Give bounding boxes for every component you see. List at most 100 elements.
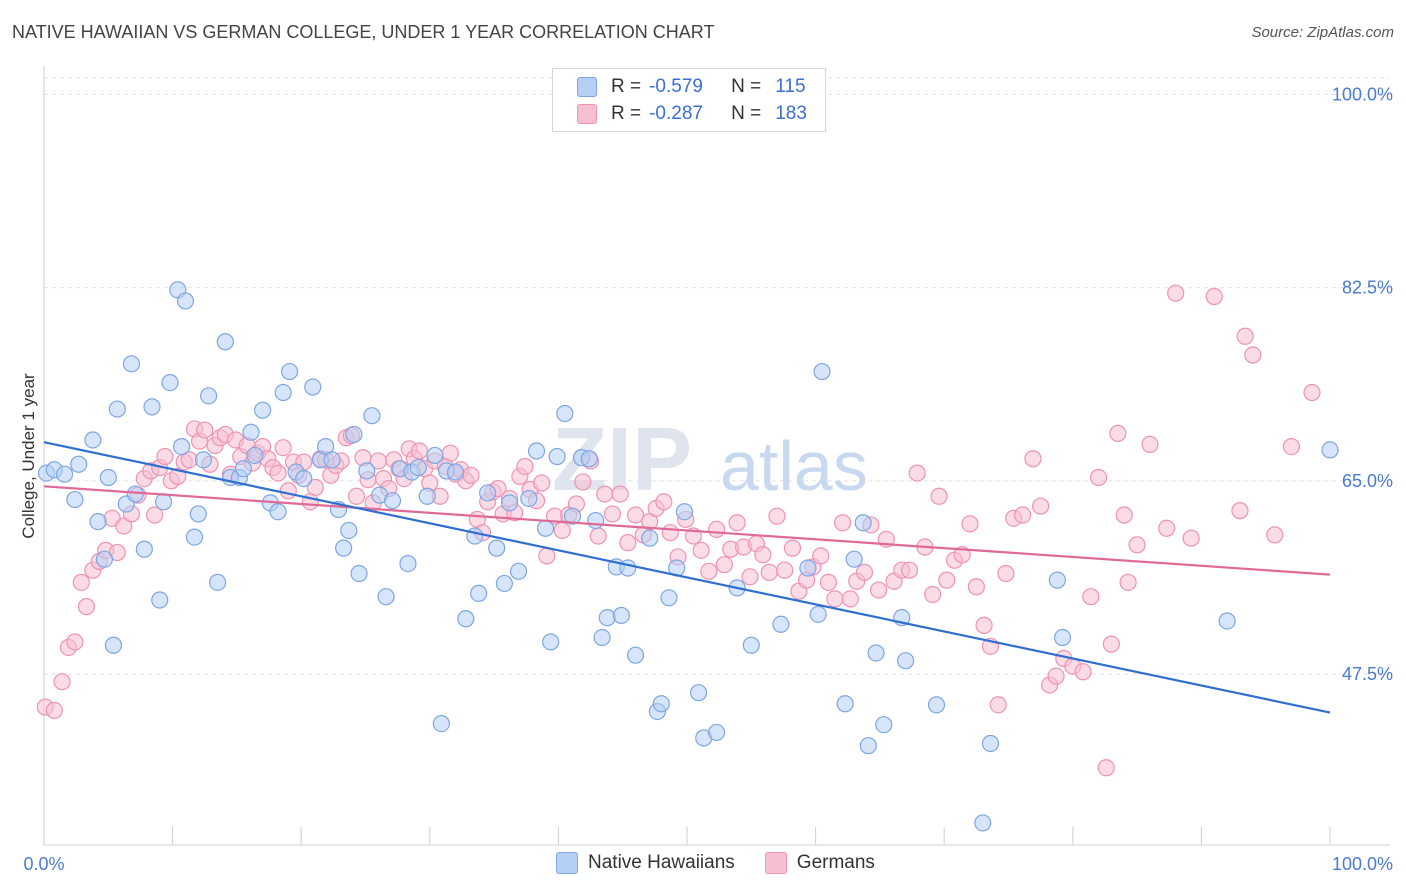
native-hawaiian-point	[500, 494, 519, 512]
german-point	[1082, 588, 1100, 606]
german-point	[410, 442, 429, 460]
legend-swatch-blue	[577, 77, 597, 97]
native-hawaiian-point	[66, 490, 84, 509]
native-hawaiian-point	[216, 333, 234, 351]
german-point	[45, 701, 63, 719]
legend-n-value: 115	[775, 76, 806, 97]
native-hawaiian-point	[350, 564, 368, 583]
legend-n-value: 183	[775, 103, 807, 124]
x-tick-labels: 0.0% 100.0%	[23, 854, 1393, 874]
series-swatch-blue	[556, 852, 578, 874]
native-hawaiian-point	[479, 484, 497, 502]
native-hawaiian-point	[89, 513, 107, 531]
legend-r-label: R =	[611, 76, 642, 97]
series-legend-item-native-hawaiians: Native Hawaiians	[556, 852, 735, 874]
native-hawaiian-point	[981, 734, 1000, 753]
y-tick-label: 47.5%	[1342, 664, 1393, 684]
native-hawaiian-point	[1321, 441, 1339, 459]
german-point	[1014, 506, 1032, 524]
german-point	[1167, 284, 1185, 302]
german-point	[279, 482, 297, 500]
legend-row-germans: R = -0.287 N = 183	[577, 102, 807, 126]
german-point	[53, 673, 71, 691]
native-hawaiian-point	[641, 529, 659, 547]
native-hawaiian-point	[176, 292, 195, 310]
series-legend: Native Hawaiians Germans	[556, 852, 905, 874]
german-point	[553, 521, 571, 540]
german-point	[741, 568, 759, 586]
german-point	[776, 561, 794, 579]
german-point	[72, 573, 90, 591]
german-point	[1024, 450, 1042, 468]
native-hawaiian-point	[772, 615, 790, 633]
german-point	[1074, 663, 1092, 681]
german-point	[169, 467, 187, 485]
native-hawaiians-points	[37, 281, 1339, 832]
native-hawaiian-point	[612, 606, 631, 625]
german-point	[655, 493, 673, 511]
native-hawaiian-point	[587, 511, 605, 530]
german-point	[900, 561, 919, 579]
native-hawaiian-point	[281, 362, 299, 381]
native-hawaiian-point	[246, 446, 264, 465]
native-hawaiian-point	[927, 696, 946, 714]
german-point	[77, 598, 96, 616]
native-hawaiian-point	[707, 723, 726, 742]
german-point	[441, 444, 459, 462]
native-hawaiian-point	[836, 695, 854, 713]
native-hawaiian-point	[875, 716, 893, 734]
german-point	[1231, 502, 1249, 520]
german-point	[930, 487, 948, 505]
chart-title: NATIVE HAWAIIAN VS GERMAN COLLEGE, UNDER…	[12, 22, 715, 42]
native-hawaiian-point	[598, 609, 616, 627]
x-tick-label: 0.0%	[23, 854, 64, 874]
german-point	[533, 474, 551, 492]
german-point	[589, 527, 607, 545]
native-hawaiian-point	[55, 465, 74, 483]
series-label: Native Hawaiians	[588, 852, 735, 873]
german-point	[156, 447, 174, 466]
native-hawaiian-point	[254, 401, 272, 419]
german-point	[1047, 667, 1065, 685]
native-hawaiian-point	[799, 559, 817, 577]
y-tick-label: 100.0%	[1332, 85, 1393, 105]
native-hawaiian-point	[495, 574, 513, 593]
german-point	[760, 563, 778, 582]
y-tick-label: 82.5%	[1342, 278, 1393, 298]
german-point	[269, 464, 287, 482]
series-label: Germans	[796, 852, 875, 873]
native-hawaiian-point	[409, 458, 427, 477]
german-point	[1266, 526, 1284, 544]
native-hawaiian-point	[399, 554, 417, 573]
native-hawaiian-point	[70, 455, 88, 473]
german-point	[1109, 424, 1127, 442]
native-hawaiian-point	[432, 715, 450, 733]
german-point	[967, 578, 985, 596]
legend-r-label: R =	[611, 103, 642, 124]
german-point	[115, 517, 133, 535]
german-point	[715, 556, 733, 574]
german-point	[924, 585, 942, 604]
native-hawaiian-point	[1218, 612, 1236, 630]
german-point	[66, 633, 84, 651]
native-hawaiian-point	[563, 507, 582, 525]
native-hawaiians-trend-line	[43, 441, 1331, 714]
y-tick-label: 65.0%	[1342, 471, 1393, 491]
native-hawaiian-point	[813, 362, 831, 381]
german-point	[306, 478, 324, 497]
german-point	[700, 562, 718, 580]
german-point	[538, 547, 556, 565]
native-hawaiian-point	[295, 470, 313, 488]
native-hawaiian-point	[593, 628, 611, 647]
german-point	[1158, 519, 1176, 537]
series-legend-item-germans: Germans	[764, 852, 875, 874]
source-label: Source: ZipAtlas.com	[1251, 24, 1394, 41]
german-point	[196, 421, 214, 439]
native-hawaiian-point	[135, 540, 153, 558]
native-hawaiian-point	[457, 610, 475, 628]
german-point	[516, 457, 534, 476]
native-hawaiian-point	[200, 387, 218, 405]
german-point	[1089, 468, 1108, 487]
native-hawaiian-point	[675, 503, 694, 521]
